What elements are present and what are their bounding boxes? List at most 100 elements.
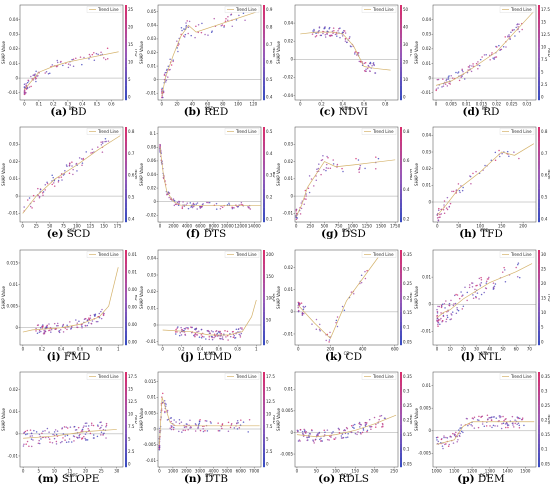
data-point — [100, 51, 102, 53]
data-point — [330, 436, 332, 438]
data-point — [172, 198, 174, 201]
data-point — [176, 201, 178, 204]
colorbar-tick-label: 5 — [128, 436, 131, 441]
data-point — [324, 34, 327, 36]
data-point — [88, 58, 90, 60]
y-tick-label: 0 — [290, 57, 293, 62]
data-point — [329, 435, 331, 437]
data-point — [85, 439, 87, 441]
panel-name: RED — [200, 106, 229, 118]
data-point — [453, 433, 456, 436]
data-point — [522, 424, 525, 426]
x-tick-label: 600 — [391, 346, 399, 351]
colorbar-tick-label: 0.1 — [403, 446, 410, 451]
data-point — [194, 327, 196, 330]
data-point — [507, 155, 510, 158]
x-tick-label: 200 — [371, 468, 379, 473]
colorbar-tick-label: 0.05 — [403, 339, 412, 344]
x-tick-label: 500 — [321, 224, 329, 229]
chart-j: 0 0.2 0.4 0.6 0.8 1-0.0100.010.020.030.04LUMD… — [139, 249, 275, 356]
data-point — [437, 320, 439, 323]
data-point — [325, 339, 327, 341]
x-tick-label: 1000 — [348, 224, 359, 229]
colorbar-tick-label: 10 — [128, 59, 134, 64]
data-point — [327, 157, 329, 159]
data-point — [201, 427, 204, 430]
colorbar-tick-label: 30 — [541, 251, 547, 256]
data-point — [304, 305, 307, 307]
data-point — [163, 399, 165, 402]
chart-o: 0 50 100 150 200 250-0.00500.0050.01RDLSSHAP … — [276, 371, 412, 478]
colorbar-tick-label: 0.35 — [541, 374, 550, 379]
panel-g: 0 250 500 750 1000 1250 1500 1750 -0.01 0 0.01 0.02… — [275, 122, 412, 244]
data-point — [334, 436, 337, 439]
colorbar-tick-label: 0.008 — [128, 286, 137, 291]
data-point — [451, 310, 453, 313]
data-point — [520, 28, 523, 31]
data-point — [56, 59, 58, 62]
data-point — [324, 26, 326, 28]
panel-letter: (m) — [37, 472, 59, 485]
y-tick-label: -0.01 — [8, 453, 19, 458]
data-point — [36, 323, 39, 326]
data-point — [182, 28, 185, 30]
panel-n: 0 1000 2000 3000 4000 5000 6000 7000 -0.01 -0.005… — [138, 367, 275, 489]
plot-frame — [432, 371, 536, 467]
data-point — [211, 338, 213, 340]
x-tick-label: 0 — [295, 224, 298, 229]
data-point — [202, 335, 205, 338]
data-point — [57, 179, 60, 182]
data-point — [71, 441, 73, 443]
x-tick-label: 30 — [114, 468, 120, 473]
data-point — [458, 79, 460, 82]
data-point — [517, 416, 519, 419]
data-point — [219, 208, 221, 210]
data-point — [436, 217, 438, 219]
data-point — [188, 426, 191, 429]
data-point — [446, 197, 448, 199]
data-point — [447, 82, 450, 84]
data-point — [313, 29, 315, 32]
data-point — [458, 297, 460, 299]
data-point — [318, 323, 321, 325]
scatter-points — [297, 269, 368, 343]
data-point — [88, 53, 91, 56]
data-point — [180, 421, 182, 423]
data-point — [88, 316, 90, 319]
data-point — [308, 175, 311, 177]
data-point — [65, 426, 68, 428]
data-point — [224, 20, 226, 22]
data-point — [41, 325, 44, 328]
colorbar-tick-label: 12.5 — [128, 399, 137, 404]
data-point — [181, 207, 183, 210]
panel-name: NDVI — [335, 106, 368, 118]
data-point — [513, 422, 516, 424]
data-point — [478, 277, 480, 279]
data-point — [511, 415, 513, 418]
data-point — [454, 431, 457, 433]
data-point — [85, 422, 88, 424]
data-point — [97, 320, 99, 322]
colorbar-tick-label: 5 — [541, 324, 544, 329]
x-tick-label: 0.6 — [77, 346, 84, 351]
data-point — [163, 410, 166, 412]
data-point — [311, 322, 313, 325]
y-tick-label: -0.02 — [145, 213, 156, 218]
x-tick-label: 1100 — [449, 468, 460, 473]
data-point — [81, 162, 84, 165]
data-point — [48, 329, 50, 331]
data-point — [315, 175, 317, 178]
data-point — [224, 17, 227, 20]
legend-label: Trend Line — [510, 252, 532, 257]
data-point — [106, 57, 109, 60]
data-point — [454, 302, 456, 304]
data-point — [328, 35, 331, 37]
data-point — [100, 426, 102, 429]
data-point — [465, 299, 468, 301]
data-point — [64, 326, 67, 329]
data-point — [25, 433, 27, 435]
data-point — [53, 185, 56, 188]
data-point — [436, 325, 439, 327]
data-point — [382, 423, 384, 426]
